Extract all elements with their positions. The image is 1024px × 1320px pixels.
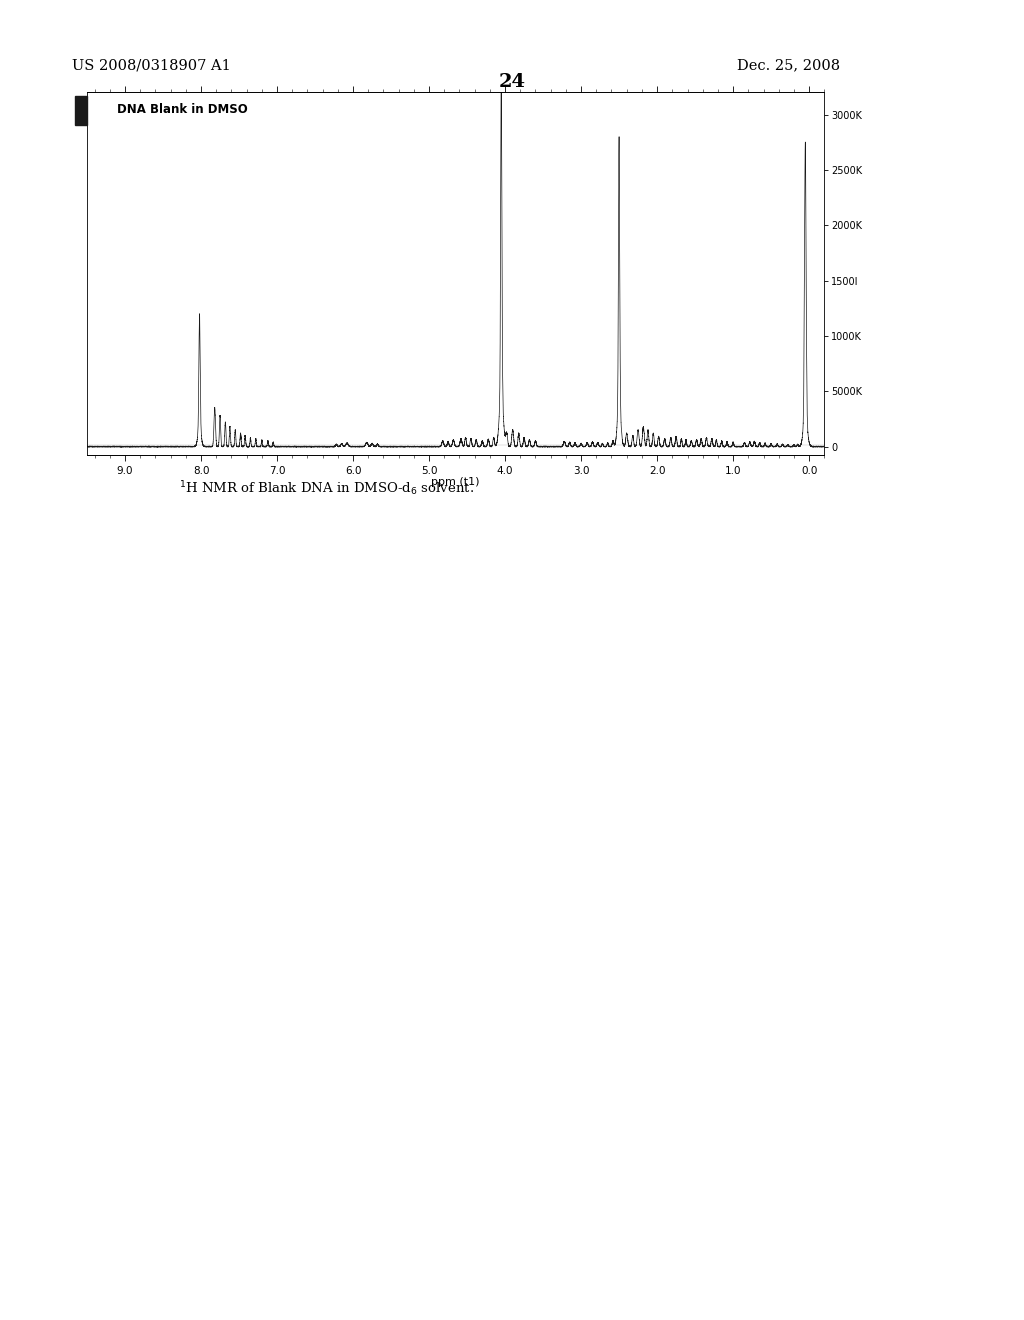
- X-axis label: ppm (t1): ppm (t1): [431, 478, 480, 487]
- Text: 24: 24: [499, 73, 525, 91]
- Text: US 2008/0318907 A1: US 2008/0318907 A1: [72, 58, 230, 73]
- Text: $^{1}$H NMR of Blank DNA in DMSO-d$_{6}$ solvent.: $^{1}$H NMR of Blank DNA in DMSO-d$_{6}$…: [179, 479, 474, 498]
- Text: Dec. 25, 2008: Dec. 25, 2008: [737, 58, 841, 73]
- Text: DNA Blank in DMSO: DNA Blank in DMSO: [117, 103, 247, 116]
